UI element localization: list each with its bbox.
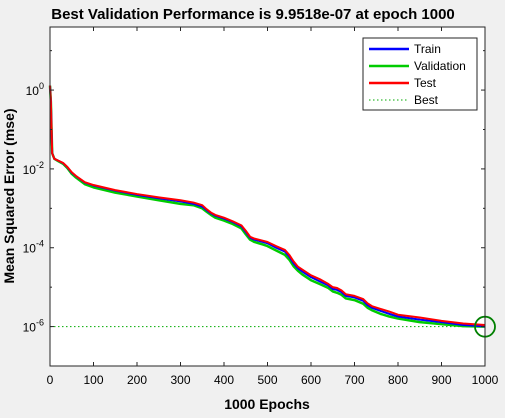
- series-line-test: [49, 85, 486, 326]
- x-tick-label: 0: [47, 373, 54, 387]
- y-tick-exponent: -2: [36, 160, 44, 170]
- x-axis-ticks: 0 100 200 300 400 500 600 700 800 900 1000: [47, 27, 499, 387]
- x-tick-label: 700: [344, 373, 364, 387]
- y-axis-label: Mean Squared Error (mse): [1, 108, 17, 283]
- legend-label: Best: [414, 93, 439, 107]
- y-tick-exponent: -4: [36, 239, 44, 249]
- y-tick-label: 10-6: [23, 318, 44, 335]
- legend-label: Test: [414, 76, 437, 90]
- x-tick-label: 500: [257, 373, 277, 387]
- y-tick-label: 10-2: [23, 160, 44, 177]
- x-tick-label: 200: [127, 373, 147, 387]
- y-tick-label: 10-4: [23, 239, 44, 256]
- x-tick-label: 100: [83, 373, 103, 387]
- x-tick-label: 600: [301, 373, 321, 387]
- series-layer: [48, 85, 496, 338]
- legend: Train Validation Test Best: [362, 37, 478, 111]
- x-tick-label: 1000: [472, 373, 499, 387]
- y-tick-base: 10: [23, 321, 37, 335]
- x-tick-label: 800: [388, 373, 408, 387]
- y-tick-base: 10: [23, 163, 37, 177]
- y-tick-label: 100: [26, 81, 44, 98]
- legend-label: Train: [414, 42, 441, 56]
- y-tick-exponent: 0: [39, 81, 44, 91]
- y-tick-base: 10: [23, 242, 37, 256]
- y-tick-base: 10: [26, 84, 40, 98]
- x-tick-label: 400: [214, 373, 234, 387]
- legend-label: Validation: [414, 59, 466, 73]
- y-tick-exponent: -6: [36, 318, 44, 328]
- chart-title: Best Validation Performance is 9.9518e-0…: [51, 6, 455, 23]
- x-tick-label: 900: [431, 373, 451, 387]
- series-line-validation: [48, 85, 486, 328]
- x-tick-label: 300: [170, 373, 190, 387]
- x-axis-label: 1000 Epochs: [224, 396, 310, 412]
